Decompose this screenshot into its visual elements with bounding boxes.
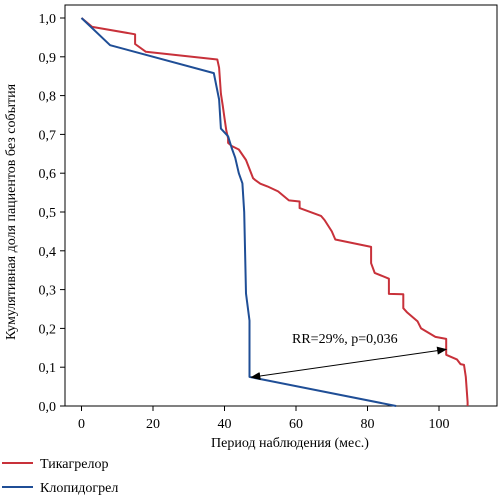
- y-tick-label: 0,5: [39, 206, 57, 221]
- annotation-arrowhead: [436, 346, 448, 355]
- series-line-ticagrelor: [80, 17, 469, 406]
- y-tick-label: 0,9: [39, 51, 57, 66]
- x-tick-label: 60: [289, 417, 303, 432]
- x-tick-label: 80: [361, 417, 375, 432]
- y-tick-label: 0,7: [39, 128, 57, 143]
- x-tick-label: 100: [429, 417, 450, 432]
- x-axis-title: Период наблюдения (мес.): [211, 436, 369, 451]
- legend-label: Тикагрелор: [40, 457, 108, 472]
- x-tick-label: 20: [146, 417, 160, 432]
- y-tick-label: 0,0: [39, 400, 57, 415]
- x-tick-label: 40: [218, 417, 232, 432]
- legend-label: Клопидогрел: [40, 481, 118, 496]
- annotation-arrow: [250, 348, 447, 380]
- y-tick-label: 0,3: [39, 284, 57, 299]
- y-tick-label: 0,1: [39, 361, 57, 376]
- series-line-clopidogrel: [80, 17, 397, 407]
- plot-frame: [64, 4, 498, 407]
- y-tick-label: 0,8: [39, 90, 57, 105]
- y-tick-label: 1,0: [39, 12, 57, 27]
- y-axis-title: Кумулятивная доля пациентов без события: [4, 83, 19, 340]
- x-tick-label: 0: [78, 417, 85, 432]
- y-tick-label: 0,4: [39, 245, 57, 260]
- annotation-label: RR=29%, p=0,036: [292, 332, 398, 347]
- y-tick-label: 0,6: [39, 167, 57, 182]
- y-tick-label: 0,2: [39, 322, 57, 337]
- legend: Тикагрелор Клопидогрел: [2, 457, 118, 496]
